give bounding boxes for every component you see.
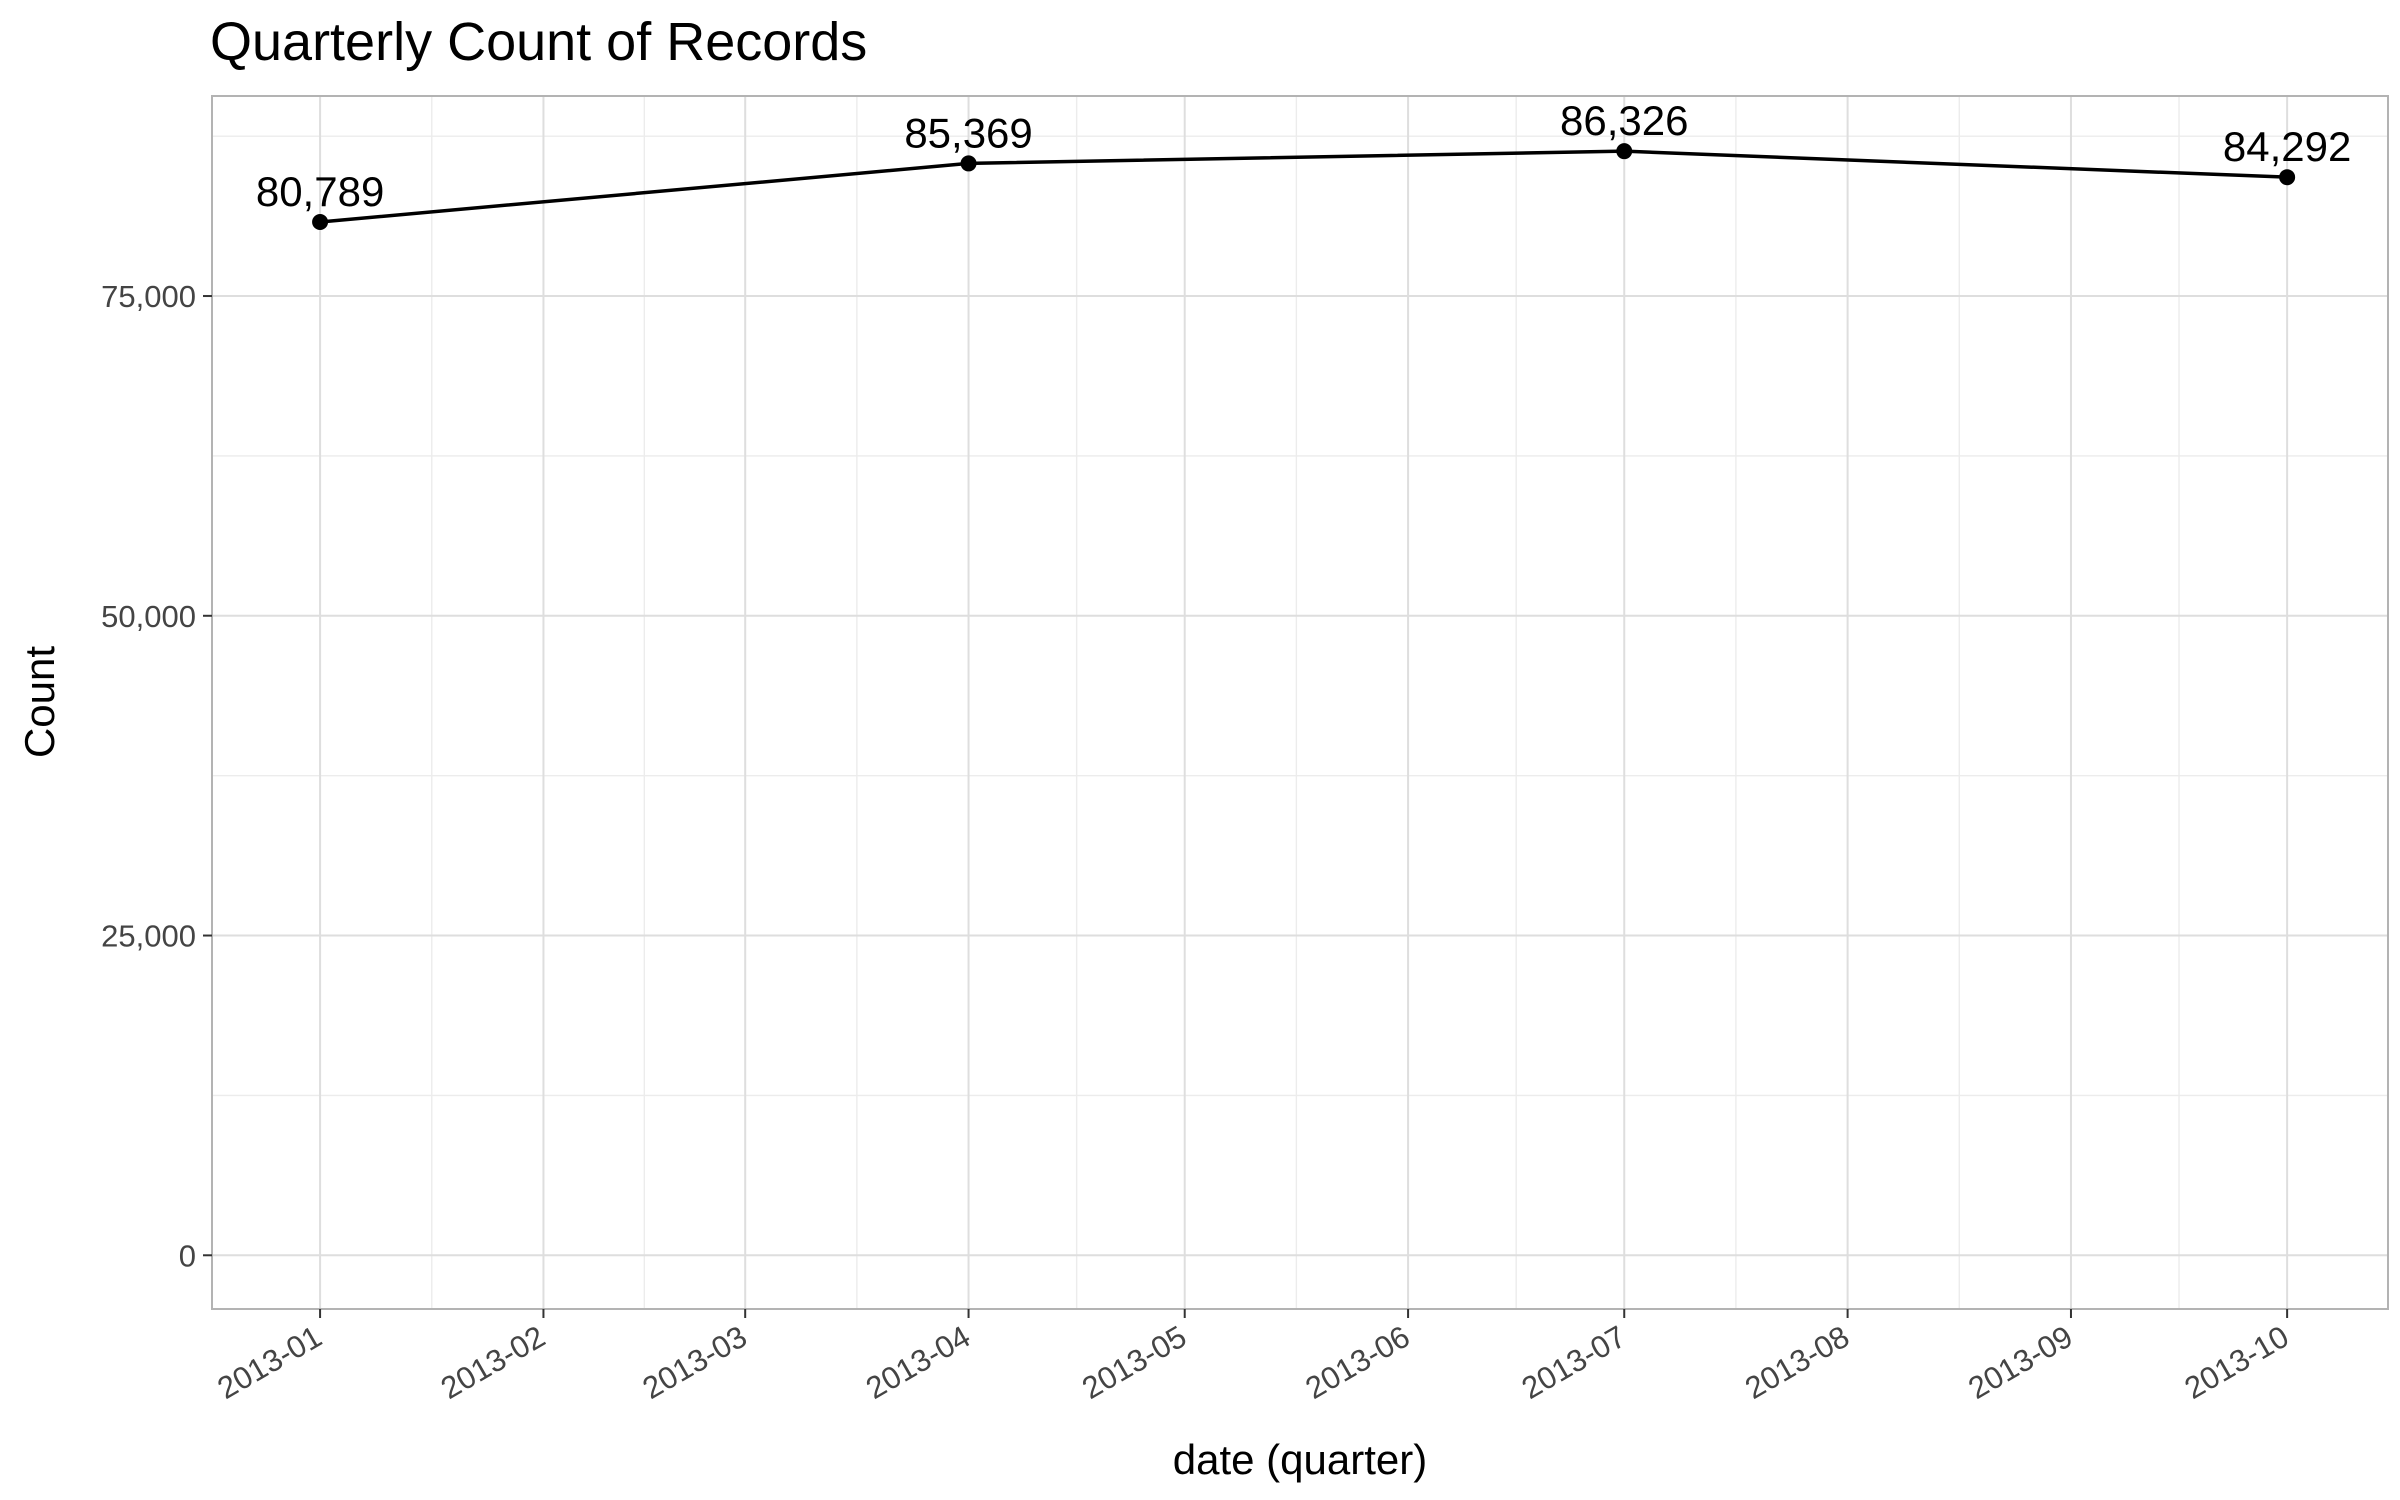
x-axis-title: date (quarter): [1173, 1436, 1427, 1483]
x-tick-label: 2013-03: [637, 1319, 753, 1406]
x-tick-label: 2013-01: [212, 1319, 328, 1406]
x-tick-label: 2013-10: [2179, 1319, 2295, 1406]
y-tick-label: 50,000: [101, 599, 196, 634]
minor-gridlines: [212, 96, 2388, 1309]
plot-border: [211, 95, 2389, 1310]
x-axis-ticks: 2013-01 2013-02 2013-03 2013-04 2013-05 2013-…: [212, 1309, 2295, 1406]
data-label: 80,789: [256, 168, 384, 215]
data-point: [960, 155, 977, 172]
series-layer: [312, 143, 2296, 230]
plot-panel: 80,789 85,369 86,326 84,292: [211, 95, 2389, 1310]
chart-title: Quarterly Count of Records: [210, 12, 867, 72]
data-point: [2279, 169, 2296, 186]
y-tick-label: 25,000: [101, 919, 196, 954]
x-tick-label: 2013-07: [1516, 1319, 1632, 1406]
plot-background: [212, 96, 2388, 1309]
data-label: 84,292: [2223, 123, 2351, 170]
x-tick-label: 2013-06: [1300, 1319, 1416, 1406]
y-tick-label: 0: [179, 1238, 196, 1273]
x-tick-label: 2013-04: [860, 1319, 976, 1406]
series-line: [319, 149, 2288, 224]
y-axis-title: Count: [16, 646, 63, 758]
data-point: [1616, 143, 1633, 160]
data-label: 85,369: [904, 109, 1032, 156]
y-axis-ticks: 0 25,000 50,000 75,000: [101, 279, 212, 1273]
x-tick-label: 2013-02: [435, 1319, 551, 1406]
x-tick-label: 2013-08: [1739, 1319, 1855, 1406]
data-label: 86,326: [1560, 97, 1688, 144]
x-tick-label: 2013-09: [1962, 1319, 2078, 1406]
major-gridlines: [212, 96, 2388, 1309]
y-tick-label: 75,000: [101, 279, 196, 314]
data-labels: 80,789 85,369 86,326 84,292: [256, 97, 2352, 215]
x-tick-label: 2013-05: [1076, 1319, 1192, 1406]
data-point: [312, 213, 329, 230]
